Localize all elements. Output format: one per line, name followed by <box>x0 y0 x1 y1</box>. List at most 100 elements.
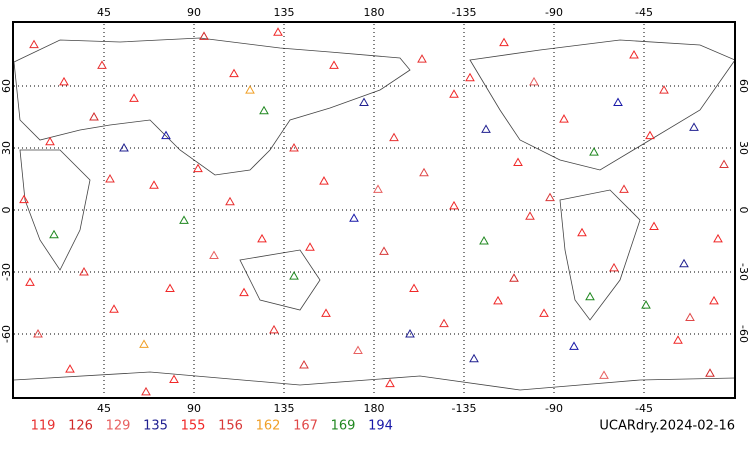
x-tick-label: -90 <box>545 402 563 415</box>
station-marker <box>641 300 651 309</box>
x-tick-label: 45 <box>97 6 111 19</box>
station-marker <box>577 227 587 237</box>
legend-entry: 129 <box>106 419 131 434</box>
legend-entry: 194 <box>368 419 393 434</box>
station-marker <box>225 196 235 206</box>
station-marker <box>419 167 429 177</box>
station-marker <box>359 97 369 107</box>
legend-entry: 126 <box>68 419 93 434</box>
station-marker <box>269 324 279 334</box>
station-marker <box>45 136 55 146</box>
station-marker <box>405 328 415 338</box>
station-marker <box>149 180 159 189</box>
station-marker <box>239 287 249 297</box>
station-marker <box>105 173 115 183</box>
coastline <box>239 249 321 311</box>
station-marker <box>321 308 331 317</box>
station-marker <box>229 68 239 78</box>
station-marker <box>509 273 519 282</box>
station-marker <box>673 335 683 344</box>
coastline <box>19 149 91 271</box>
station-marker <box>449 89 459 98</box>
station-marker <box>379 246 389 255</box>
coastline <box>13 37 411 176</box>
station-marker <box>409 283 419 293</box>
station-marker <box>257 233 267 243</box>
station-marker <box>719 159 729 169</box>
station-marker <box>373 184 383 193</box>
station-marker <box>79 266 89 276</box>
station-marker <box>141 386 151 396</box>
station-marker <box>29 39 39 49</box>
station-marker <box>529 76 539 86</box>
coastline <box>469 39 736 171</box>
station-marker <box>479 235 489 245</box>
y-tick-label: -30 <box>737 263 750 281</box>
station-marker <box>493 295 503 305</box>
y-tick-label: 60 <box>737 79 750 93</box>
station-marker <box>709 295 719 305</box>
station-marker <box>465 72 475 82</box>
station-marker <box>705 368 715 377</box>
station-marker <box>193 163 203 173</box>
y-tick-label: 0 <box>0 207 13 214</box>
map-frame <box>12 21 736 399</box>
x-tick-label: -135 <box>452 402 477 415</box>
coastlines <box>13 37 736 391</box>
station-marker <box>329 60 339 69</box>
coastline <box>13 371 736 391</box>
station-marker <box>609 262 619 272</box>
station-marker <box>685 312 695 321</box>
station-marker <box>589 147 599 156</box>
station-marker <box>525 211 535 220</box>
points <box>19 27 729 396</box>
x-tick-label: 90 <box>187 6 201 19</box>
station-marker <box>629 49 639 59</box>
x-tick-label: -90 <box>545 6 563 19</box>
station-marker <box>245 85 255 94</box>
x-tick-label: 180 <box>364 6 385 19</box>
station-marker <box>19 194 29 204</box>
grid <box>14 24 734 396</box>
station-marker <box>65 364 75 373</box>
legend-entry: 156 <box>218 419 243 434</box>
legend-entry: 162 <box>256 419 281 434</box>
y-tick-label: -60 <box>737 325 750 343</box>
x-tick-label: 135 <box>274 6 295 19</box>
station-marker <box>289 142 299 152</box>
station-marker <box>439 318 449 328</box>
station-marker <box>319 176 329 185</box>
station-marker <box>33 328 43 338</box>
station-marker <box>209 250 219 259</box>
y-tick-label: 60 <box>0 79 13 93</box>
station-marker <box>539 308 549 317</box>
station-marker <box>139 339 149 348</box>
station-marker <box>513 157 523 166</box>
station-marker <box>499 37 509 47</box>
station-marker <box>299 359 309 369</box>
y-tick-label: -60 <box>0 325 13 343</box>
station-marker <box>179 215 189 224</box>
station-marker <box>449 200 459 210</box>
station-marker <box>481 124 491 133</box>
station-marker <box>569 341 579 350</box>
station-marker <box>97 60 107 69</box>
station-marker <box>559 114 569 123</box>
station-marker <box>613 97 623 107</box>
x-tick-label: 45 <box>97 402 111 415</box>
station-marker <box>645 130 655 140</box>
station-marker <box>199 31 209 40</box>
station-marker <box>259 105 269 115</box>
y-tick-label: 30 <box>737 141 750 155</box>
station-marker <box>49 229 59 239</box>
y-tick-label: -30 <box>0 263 13 281</box>
station-marker <box>349 213 359 222</box>
y-tick-label: 0 <box>737 207 750 214</box>
labels: 45 45 90 90 135 135 180 180 -135 -135 -90 -90 -45 -45… <box>0 6 750 434</box>
x-tick-label: -45 <box>635 6 653 19</box>
station-marker <box>129 93 139 102</box>
station-marker <box>353 345 363 355</box>
station-marker <box>289 271 299 280</box>
station-marker <box>417 54 427 63</box>
